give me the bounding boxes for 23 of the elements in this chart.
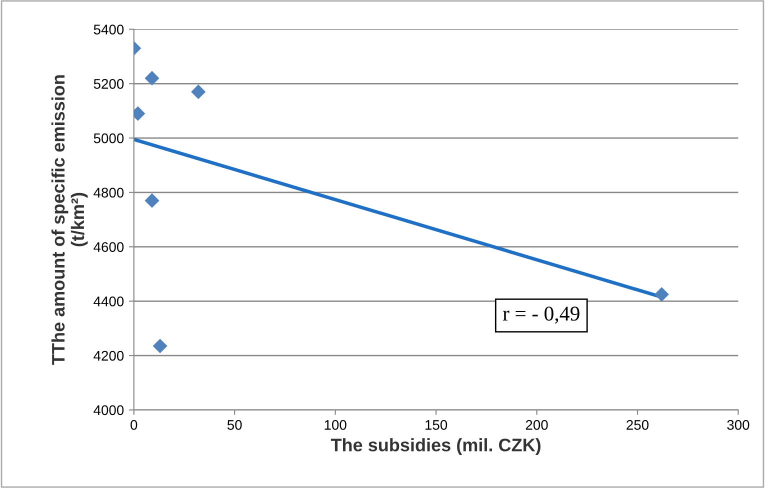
- y-tick-label: 5400: [94, 24, 124, 34]
- point: [152, 338, 168, 354]
- x-tick-label: 50: [227, 420, 242, 430]
- y-tick-label: 5000: [94, 133, 124, 144]
- x-tick-label: 0: [130, 420, 138, 430]
- y-tick-label: 4800: [94, 188, 124, 198]
- x-axis-title: The subsidies (mil. CZK): [330, 438, 540, 455]
- y-tick-label: 4200: [94, 350, 124, 361]
- annotation: r = - 0,49: [502, 306, 580, 324]
- x-tick-label: 200: [526, 420, 548, 430]
- point: [144, 70, 160, 86]
- x-tick-label: 100: [324, 420, 346, 430]
- y-tick-label: 4000: [94, 405, 124, 416]
- y-axis-title: TThe amount of specific emission (t/km²): [51, 75, 88, 365]
- point: [654, 287, 669, 302]
- x-tick-label: 250: [626, 420, 649, 430]
- y-tick-label: 4600: [94, 242, 124, 252]
- x-tick-label: 150: [426, 420, 448, 430]
- y-tick-label: 5200: [94, 78, 124, 89]
- y-tick-label: 4400: [94, 296, 124, 306]
- point: [191, 84, 206, 100]
- x-tick-label: 300: [727, 420, 750, 430]
- point: [144, 193, 160, 208]
